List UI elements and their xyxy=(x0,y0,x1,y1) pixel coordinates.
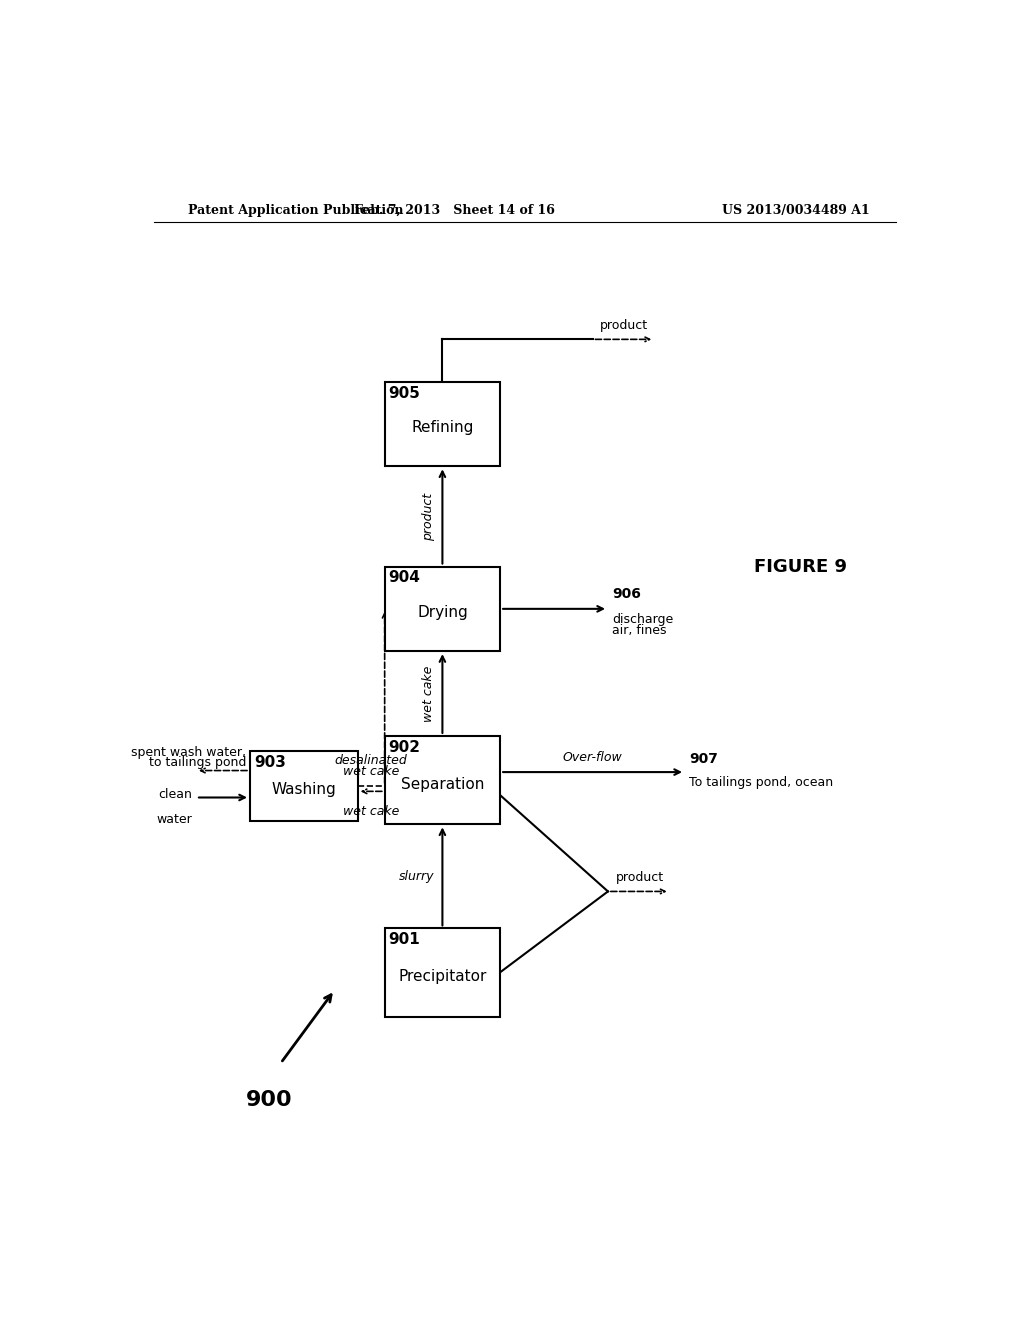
Text: 904: 904 xyxy=(388,570,421,585)
Bar xyxy=(385,737,500,825)
Text: wet cake: wet cake xyxy=(422,665,435,722)
Text: to tailings pond: to tailings pond xyxy=(148,756,246,770)
Text: water: water xyxy=(157,813,193,826)
Text: Over-flow: Over-flow xyxy=(562,751,623,764)
Text: slurry: slurry xyxy=(399,870,435,883)
Text: Refining: Refining xyxy=(412,420,473,436)
Text: Drying: Drying xyxy=(417,605,468,620)
Text: wet cake: wet cake xyxy=(343,805,399,818)
Text: 907: 907 xyxy=(689,752,718,766)
Text: Precipitator: Precipitator xyxy=(398,969,486,983)
Text: desalinated: desalinated xyxy=(335,754,408,767)
Text: 906: 906 xyxy=(611,587,641,601)
Text: product: product xyxy=(615,871,664,884)
Text: 902: 902 xyxy=(388,739,421,755)
Text: product: product xyxy=(600,318,648,331)
Text: FIGURE 9: FIGURE 9 xyxy=(754,557,847,576)
Bar xyxy=(250,751,357,821)
Bar xyxy=(385,381,500,466)
Text: Washing: Washing xyxy=(271,783,336,797)
Text: product: product xyxy=(422,492,435,540)
Text: Separation: Separation xyxy=(400,776,484,792)
Text: wet cake: wet cake xyxy=(343,766,399,779)
Text: 905: 905 xyxy=(388,385,421,400)
Text: 901: 901 xyxy=(388,932,420,948)
Text: Feb. 7, 2013   Sheet 14 of 16: Feb. 7, 2013 Sheet 14 of 16 xyxy=(353,205,554,218)
Text: air, fines: air, fines xyxy=(611,624,667,638)
Bar xyxy=(385,566,500,651)
Text: 903: 903 xyxy=(254,755,286,770)
Text: clean: clean xyxy=(159,788,193,801)
Text: To tailings pond, ocean: To tailings pond, ocean xyxy=(689,776,833,789)
Text: Patent Application Publication: Patent Application Publication xyxy=(188,205,403,218)
Text: US 2013/0034489 A1: US 2013/0034489 A1 xyxy=(722,205,869,218)
Text: 900: 900 xyxy=(246,1090,293,1110)
Text: spent wash water,: spent wash water, xyxy=(131,746,246,759)
Bar xyxy=(385,928,500,1016)
Text: discharge: discharge xyxy=(611,612,673,626)
